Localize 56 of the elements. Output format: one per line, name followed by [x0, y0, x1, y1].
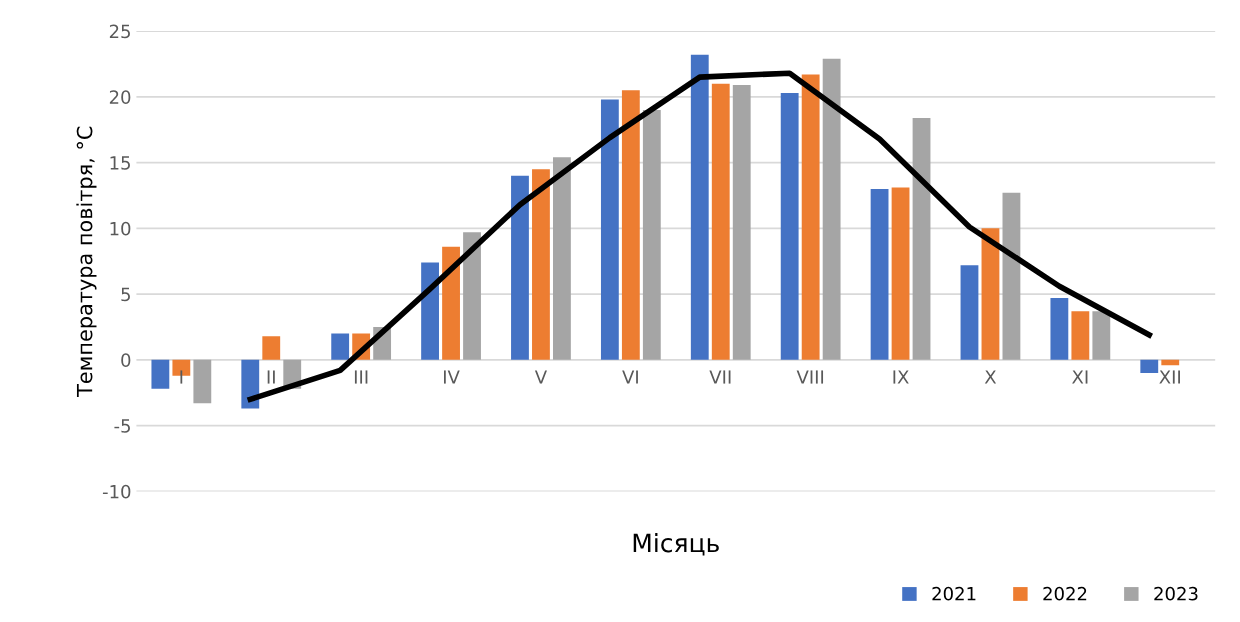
x-tick-label: VIII [796, 370, 824, 384]
y-tick-label: 10 [110, 221, 131, 236]
bar [1002, 192, 1021, 360]
bar [642, 110, 661, 360]
y-tick-label: 20 [109, 90, 131, 104]
bar [1050, 298, 1069, 360]
legend-label: 2023 [1154, 586, 1198, 601]
y-tick-label: -10 [102, 484, 131, 499]
bar [600, 99, 619, 360]
bar [960, 265, 979, 360]
bar [822, 58, 841, 360]
x-tick-label: X [984, 370, 997, 384]
bar [621, 90, 640, 360]
bar [690, 54, 709, 360]
bar [442, 246, 460, 360]
x-tick-label: III [354, 370, 368, 384]
bar [241, 359, 260, 409]
bar [912, 117, 931, 360]
x-tick-label: XI [1072, 370, 1088, 384]
y-axis-title: Температура повітря, °C [76, 126, 97, 397]
y-tick-label: 5 [121, 287, 130, 302]
y-tick-label: -5 [114, 419, 130, 433]
x-tick-label: VII [709, 370, 731, 384]
bar [463, 232, 481, 360]
legend-label: 2022 [1043, 586, 1087, 601]
bar [193, 359, 212, 404]
bar [1161, 359, 1180, 366]
bar [801, 74, 820, 360]
bar [1140, 359, 1159, 374]
bar [553, 157, 571, 360]
bar [981, 228, 1000, 360]
bar [711, 83, 730, 360]
y-tick-label: 0 [121, 353, 131, 367]
bar [870, 188, 889, 360]
x-tick-label: VI [622, 370, 638, 384]
bar [891, 187, 910, 360]
bar [421, 262, 439, 360]
bar [532, 169, 550, 360]
x-tick-label: IX [893, 370, 909, 384]
x-tick-label: IV [443, 370, 460, 384]
bar [1071, 311, 1090, 360]
x-tick-label: II [267, 370, 275, 384]
x-tick-label: V [534, 370, 547, 384]
x-axis-title: Місяць [633, 533, 719, 556]
y-tick-label: 25 [109, 24, 130, 39]
x-tick-label: I [180, 370, 183, 384]
legend-label: 2021 [932, 586, 976, 601]
bar [331, 333, 350, 360]
bar [262, 336, 281, 360]
x-tick-label: XII [1159, 370, 1180, 384]
bar [732, 85, 751, 360]
bar [511, 175, 529, 360]
bar [780, 92, 799, 360]
bar [151, 359, 170, 389]
bar [1092, 311, 1111, 360]
y-tick-label: 15 [110, 156, 130, 170]
